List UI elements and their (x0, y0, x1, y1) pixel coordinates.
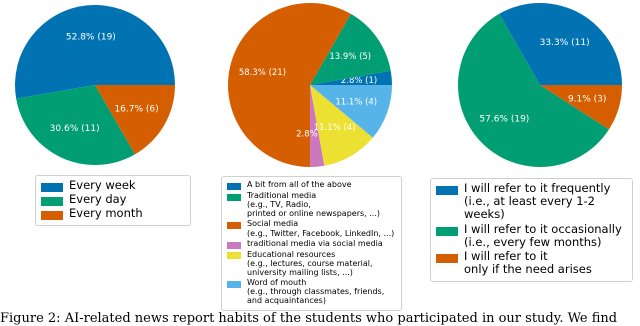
pie-slice (310, 13, 391, 86)
legend-swatch (227, 280, 241, 288)
slice-label: 2.8% (1) (296, 130, 332, 140)
legend-swatch (436, 186, 458, 196)
legend-swatch (41, 211, 63, 221)
pie-slice (540, 85, 622, 130)
pie-slice (310, 85, 373, 166)
legend-swatch (227, 252, 241, 260)
legend-label: Every week (69, 178, 136, 192)
pie-slice (310, 85, 325, 167)
pie-slice (457, 13, 609, 168)
legend-entry: traditional media via social media (227, 239, 396, 249)
legend-label: Every month (69, 206, 143, 221)
legend-label: I will refer to it only if the need aris… (464, 249, 592, 277)
caption: Figure 2: AI-related news report habits … (0, 311, 618, 326)
legend-label: I will refer to it frequently (i.e., at … (464, 181, 611, 222)
legend-entry: Every day (41, 192, 185, 207)
legend-label: traditional media via social media (247, 238, 383, 248)
legend-swatch (41, 183, 63, 193)
slice-label: 52.8% (19) (66, 33, 116, 43)
legend: Every week Every day Every month (35, 175, 191, 226)
legend-swatch (227, 222, 241, 230)
legend: A bit from all of the above Traditional m… (221, 176, 402, 311)
legend-entry: Every week (41, 178, 185, 193)
slice-label: 11.1% (4) (335, 97, 377, 107)
slice-label: 2.8% (1) (341, 76, 377, 86)
slice-label: 16.7% (6) (114, 105, 158, 115)
pie-slice (310, 85, 392, 138)
legend-label: Educational resources (e.g., lectures, c… (247, 249, 373, 277)
pie-slice (15, 5, 175, 99)
pie-slice (227, 2, 351, 167)
legend-entry: Social media (e.g., Twitter, Facebook, L… (227, 219, 396, 238)
legend-swatch (436, 254, 458, 264)
legend-swatch (227, 193, 241, 201)
legend-entry: I will refer to it only if the need aris… (436, 249, 627, 277)
legend-entry: Educational resources (e.g., lectures, c… (227, 250, 396, 278)
slice-label: 33.3% (11) (540, 38, 590, 48)
legend-entry: A bit from all of the above (227, 180, 396, 190)
pie-slice (499, 2, 622, 86)
legend-entry: Word of mouth (e.g., through classmates,… (227, 278, 396, 306)
legend-swatch (41, 197, 63, 207)
legend-label: Word of mouth (e.g., through classmates,… (247, 278, 385, 306)
slice-label: 58.3% (21) (239, 68, 286, 78)
legend-entry: I will refer to it occasionally (i.e., e… (436, 221, 627, 249)
legend: I will refer to it frequently (i.e., at … (430, 178, 633, 282)
legend-entry: Every month (41, 206, 185, 221)
slice-label: 57.6% (19) (479, 114, 529, 124)
legend-label: Social media (e.g., Twitter, Facebook, L… (247, 219, 395, 238)
pie-slice (16, 85, 135, 165)
pie-slice (310, 70, 392, 85)
slice-label: 13.9% (5) (329, 52, 371, 62)
slice-label: 9.1% (3) (568, 94, 606, 104)
legend-label: Traditional media (e.g., TV, Radio, prin… (247, 190, 380, 219)
pie-slice (95, 85, 175, 155)
legend-entry: I will refer to it frequently (i.e., at … (436, 181, 627, 222)
legend-entry: Traditional media (e.g., TV, Radio, prin… (227, 191, 396, 219)
slice-label: 11.1% (4) (314, 123, 356, 133)
legend-swatch (227, 241, 241, 249)
slice-label: 30.6% (11) (50, 124, 100, 134)
legend-swatch (227, 182, 241, 190)
legend-label: A bit from all of the above (247, 180, 352, 189)
legend-swatch (436, 226, 458, 236)
legend-label: I will refer to it occasionally (i.e., e… (464, 221, 622, 249)
legend-label: Every day (69, 192, 127, 207)
